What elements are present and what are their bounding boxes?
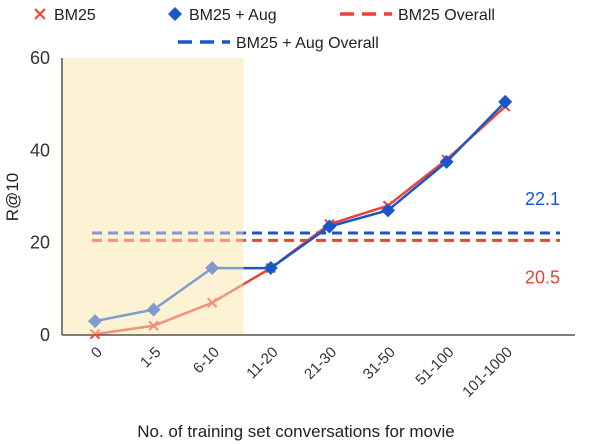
x-tick-label: 51-100 xyxy=(412,344,457,389)
x-axis-title: No. of training set conversations for mo… xyxy=(137,422,454,441)
legend-marker xyxy=(34,8,46,20)
data-point xyxy=(439,154,454,169)
legend-label: BM25 xyxy=(54,7,96,24)
y-tick-label: 20 xyxy=(30,233,50,253)
y-axis-title: R@10 xyxy=(3,173,22,221)
legend-label: BM25 + Aug Overall xyxy=(236,35,379,52)
legend-label: BM25 + Aug xyxy=(189,7,277,24)
series-line xyxy=(94,101,507,323)
data-point xyxy=(205,261,220,276)
data-point xyxy=(381,203,395,218)
x-tick-label: 6-10 xyxy=(190,344,223,377)
data-point xyxy=(146,302,161,317)
x-tick-label: 11-20 xyxy=(243,344,281,382)
data-point xyxy=(322,219,337,234)
axis-labels: No. of training set conversations for mo… xyxy=(3,173,455,441)
plot-background xyxy=(62,58,244,335)
data-point xyxy=(148,320,159,331)
reference-label: 22.1 xyxy=(525,189,560,209)
x-tick-label: 0 xyxy=(88,344,106,362)
legend-marker xyxy=(168,7,182,21)
x-tick-label: 31-50 xyxy=(360,344,399,383)
legend: BM25 BM25 + Aug BM25 Overall BM25 + Aug Ove… xyxy=(34,7,495,52)
x-tick-label: 101-1000 xyxy=(459,344,516,401)
highlight-region xyxy=(62,58,244,335)
legend-label: BM25 Overall xyxy=(398,7,495,24)
x-tick-label: 21-30 xyxy=(301,344,340,383)
y-tick-label: 0 xyxy=(40,325,50,345)
data-point xyxy=(88,314,102,329)
reference-label: 20.5 xyxy=(525,267,560,287)
reference-lines: 20.5 22.1 xyxy=(92,189,560,287)
highlight-overlay xyxy=(63,58,244,334)
data-series xyxy=(63,58,513,340)
data-point xyxy=(263,261,278,276)
y-tick-label: 60 xyxy=(30,48,50,68)
y-tick-label: 40 xyxy=(30,140,50,160)
data-point xyxy=(498,94,513,109)
data-point xyxy=(206,297,218,308)
data-point xyxy=(89,328,101,340)
x-tick-label: 1-5 xyxy=(137,344,164,371)
